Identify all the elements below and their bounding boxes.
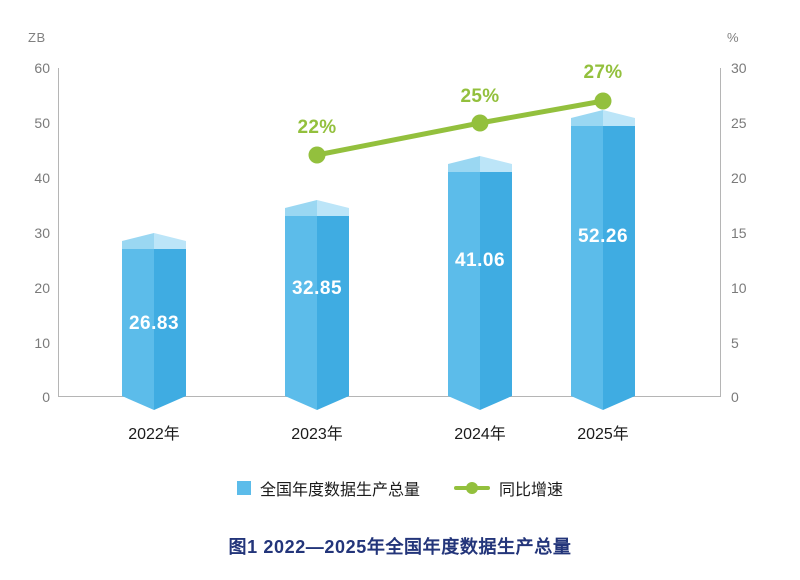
pct-label-2024: 25% bbox=[460, 86, 500, 107]
right-tick-30: 30 bbox=[731, 60, 747, 76]
bar-left-face-2024 bbox=[448, 172, 480, 396]
bar-value-2022: 26.83 bbox=[128, 313, 180, 334]
pct-label-2023: 22% bbox=[297, 117, 337, 138]
line-marker-2023 bbox=[308, 146, 326, 164]
bar-value-2025: 52.26 bbox=[577, 226, 629, 247]
right-axis-unit-label: % bbox=[727, 30, 740, 45]
bar-top-face-2022 bbox=[122, 233, 186, 249]
line-marker-2025 bbox=[594, 92, 612, 110]
bar-bottom-face-2025 bbox=[571, 396, 635, 410]
bar-bottom-face-2024 bbox=[448, 396, 512, 410]
bar-value-2023: 32.85 bbox=[291, 278, 343, 299]
x-label-2023: 2023年 bbox=[291, 426, 343, 443]
bar-bottom-face-2023 bbox=[285, 396, 349, 410]
bar-left-face-2023 bbox=[285, 216, 317, 396]
left-tick-60: 60 bbox=[34, 60, 50, 76]
x-label-2025: 2025年 bbox=[577, 426, 629, 443]
legend-item-line[interactable]: 同比增速 bbox=[454, 476, 563, 500]
bar-right-face-2025 bbox=[603, 126, 635, 396]
bar-2025[interactable]: 52.26 bbox=[571, 110, 635, 410]
pct-label-2025: 27% bbox=[583, 62, 623, 83]
left-tick-20: 20 bbox=[34, 280, 50, 296]
right-tick-5: 5 bbox=[731, 335, 739, 351]
bar-top-face-2023 bbox=[285, 200, 349, 216]
figure-title: 图1 2022—2025年全国年度数据生产总量 bbox=[228, 537, 572, 557]
bar-2024[interactable]: 41.06 bbox=[448, 156, 512, 410]
right-tick-20: 20 bbox=[731, 170, 747, 186]
left-y-axis-line bbox=[58, 68, 59, 397]
bar-top-face-2025 bbox=[571, 110, 635, 126]
right-y-axis-line bbox=[720, 68, 721, 397]
legend-square-icon bbox=[236, 481, 251, 495]
bar-right-face-2023 bbox=[317, 216, 349, 396]
left-tick-30: 30 bbox=[34, 225, 50, 241]
legend-line-icon bbox=[454, 481, 490, 495]
right-tick-0: 0 bbox=[731, 389, 739, 405]
legend-label-bar: 全国年度数据生产总量 bbox=[259, 482, 420, 499]
legend-item-bar[interactable]: 全国年度数据生产总量 bbox=[236, 476, 420, 500]
left-tick-50: 50 bbox=[34, 115, 50, 131]
bar-bottom-face-2022 bbox=[122, 396, 186, 410]
right-tick-25: 25 bbox=[731, 115, 747, 131]
bar-top-face-2024 bbox=[448, 156, 512, 172]
line-marker-2024 bbox=[471, 114, 489, 132]
right-tick-10: 10 bbox=[731, 280, 747, 296]
bar-left-face-2025 bbox=[571, 126, 603, 396]
left-tick-0: 0 bbox=[42, 389, 50, 405]
bar-2022[interactable]: 26.83 bbox=[122, 233, 186, 410]
x-label-2022: 2022年 bbox=[128, 426, 180, 443]
bar-2023[interactable]: 32.85 bbox=[285, 200, 349, 410]
bar-value-2024: 41.06 bbox=[454, 250, 506, 271]
x-label-2024: 2024年 bbox=[454, 426, 506, 443]
x-axis-line bbox=[58, 396, 721, 397]
bar-right-face-2022 bbox=[154, 249, 186, 396]
growth-line-path bbox=[314, 98, 606, 158]
left-tick-10: 10 bbox=[34, 335, 50, 351]
left-tick-40: 40 bbox=[34, 170, 50, 186]
bar-left-face-2022 bbox=[122, 249, 154, 396]
chart-legend: 全国年度数据生产总量 同比增速 bbox=[0, 476, 800, 500]
legend-label-line: 同比增速 bbox=[499, 482, 564, 499]
left-axis-unit-label: ZB bbox=[28, 30, 46, 45]
bar-right-face-2024 bbox=[480, 172, 512, 396]
right-tick-15: 15 bbox=[731, 225, 747, 241]
